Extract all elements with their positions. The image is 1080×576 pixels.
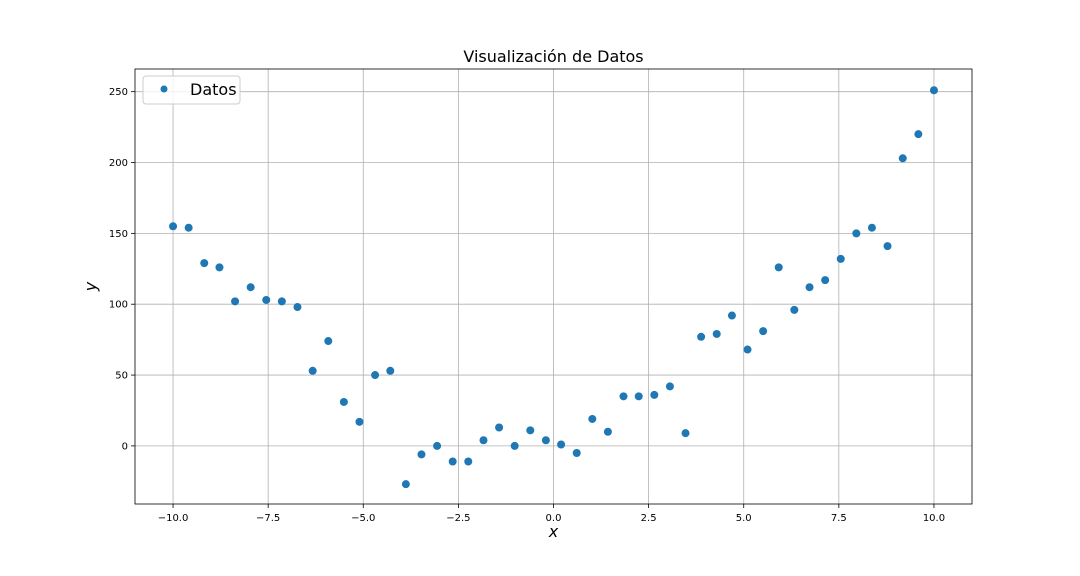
data-point: [526, 426, 535, 435]
data-point: [169, 222, 178, 231]
x-tick-label: −2.5: [446, 513, 470, 524]
data-point: [588, 414, 597, 423]
data-point: [821, 276, 830, 285]
y-tick-label: 0: [122, 441, 128, 452]
data-point: [774, 263, 783, 272]
x-axis-ticks: −10.0 −7.5 −5.0 −2.5 0.0 2.5 5.0 7.5 10.0: [158, 504, 945, 524]
x-axis-label: x: [548, 522, 559, 541]
data-point: [448, 457, 457, 466]
data-point: [231, 297, 240, 306]
y-tick-label: 150: [109, 229, 128, 240]
data-point: [293, 303, 302, 312]
data-points: [169, 86, 938, 489]
chart-title: Visualización de Datos: [463, 47, 643, 66]
data-point: [184, 223, 193, 232]
data-point: [790, 305, 799, 314]
data-point: [433, 441, 442, 450]
data-point: [417, 450, 426, 459]
data-point: [883, 242, 892, 251]
data-point: [324, 337, 333, 346]
data-point: [308, 366, 317, 375]
legend-label: Datos: [190, 80, 237, 99]
data-point: [929, 86, 938, 95]
data-point: [510, 441, 519, 450]
data-point: [759, 327, 768, 336]
data-point: [200, 259, 209, 268]
data-point: [371, 371, 380, 380]
x-tick-label: −7.5: [256, 513, 280, 524]
data-point: [557, 440, 566, 449]
data-point: [665, 382, 674, 391]
x-tick-label: 10.0: [923, 513, 945, 524]
x-tick-label: −5.0: [351, 513, 375, 524]
y-axis-ticks: 0 50 100 150 200 250: [109, 87, 135, 452]
data-point: [681, 429, 690, 438]
data-point: [836, 254, 845, 263]
data-point: [898, 154, 907, 163]
data-point: [743, 345, 752, 354]
data-point: [852, 229, 861, 238]
x-tick-label: 2.5: [641, 513, 657, 524]
data-point: [914, 130, 923, 139]
legend-marker: [160, 85, 168, 93]
data-point: [712, 329, 721, 338]
x-tick-label: 0.0: [546, 513, 562, 524]
x-tick-label: −10.0: [158, 513, 189, 524]
data-point: [277, 297, 286, 306]
data-point: [339, 397, 348, 406]
y-axis-label: y: [81, 281, 100, 292]
data-point: [805, 283, 814, 292]
data-point: [572, 448, 581, 457]
y-tick-label: 200: [109, 158, 128, 169]
x-tick-label: 7.5: [831, 513, 847, 524]
data-point: [355, 417, 364, 426]
data-point: [215, 263, 224, 272]
data-point: [401, 480, 410, 489]
data-point: [634, 392, 643, 401]
data-point: [479, 436, 488, 445]
data-point: [603, 427, 612, 436]
legend-box: [142, 75, 241, 105]
data-point: [262, 295, 271, 304]
data-point: [495, 423, 504, 432]
data-point: [650, 390, 659, 399]
y-tick-label: 100: [109, 300, 128, 311]
data-point: [727, 311, 736, 320]
y-tick-label: 250: [109, 87, 128, 98]
y-tick-label: 50: [115, 371, 128, 382]
data-point: [464, 457, 473, 466]
data-point: [697, 332, 706, 341]
legend: Datos: [142, 75, 241, 105]
data-point: [386, 366, 395, 375]
grid: [135, 69, 972, 504]
data-point: [246, 283, 255, 292]
data-point: [619, 392, 628, 401]
data-point: [541, 436, 550, 445]
data-point: [867, 223, 876, 232]
x-tick-label: 5.0: [736, 513, 752, 524]
